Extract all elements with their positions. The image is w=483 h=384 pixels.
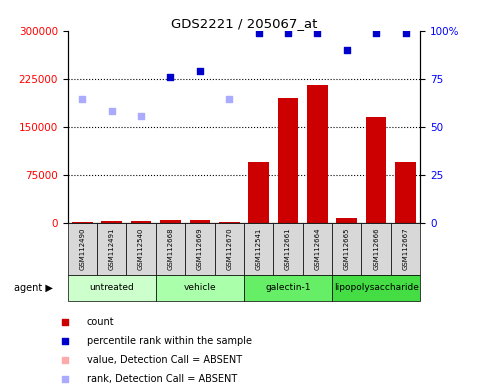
Bar bbox=[68, 223, 97, 275]
Text: untreated: untreated bbox=[89, 283, 134, 293]
Text: value, Detection Call = ABSENT: value, Detection Call = ABSENT bbox=[86, 355, 242, 365]
Bar bbox=[303, 223, 332, 275]
Bar bbox=[156, 275, 244, 301]
Bar bbox=[248, 162, 269, 223]
Title: GDS2221 / 205067_at: GDS2221 / 205067_at bbox=[170, 17, 317, 30]
Point bbox=[313, 30, 321, 36]
Bar bbox=[332, 223, 361, 275]
Bar bbox=[244, 223, 273, 275]
Bar bbox=[273, 223, 303, 275]
Text: GSM112490: GSM112490 bbox=[79, 227, 85, 270]
Point bbox=[108, 108, 115, 114]
Bar bbox=[72, 222, 93, 223]
Text: agent ▶: agent ▶ bbox=[14, 283, 53, 293]
Text: GSM112540: GSM112540 bbox=[138, 227, 144, 270]
Bar bbox=[189, 220, 210, 223]
Bar bbox=[391, 223, 420, 275]
Point bbox=[167, 74, 174, 80]
Text: GSM112661: GSM112661 bbox=[285, 227, 291, 270]
Text: GSM112667: GSM112667 bbox=[402, 227, 409, 270]
Bar bbox=[244, 275, 332, 301]
Point bbox=[255, 30, 262, 36]
Point bbox=[196, 68, 204, 74]
Bar bbox=[307, 85, 327, 223]
Text: percentile rank within the sample: percentile rank within the sample bbox=[86, 336, 252, 346]
Point bbox=[402, 30, 410, 36]
Bar bbox=[361, 223, 391, 275]
Bar bbox=[366, 117, 386, 223]
Point bbox=[284, 30, 292, 36]
Text: GSM112491: GSM112491 bbox=[109, 227, 114, 270]
Point bbox=[412, 161, 419, 167]
Bar bbox=[219, 222, 240, 223]
Text: GSM112669: GSM112669 bbox=[197, 227, 203, 270]
Bar bbox=[156, 223, 185, 275]
Point bbox=[137, 113, 145, 119]
Point bbox=[78, 96, 86, 102]
Bar bbox=[127, 223, 156, 275]
Bar bbox=[395, 162, 416, 223]
Text: vehicle: vehicle bbox=[184, 283, 216, 293]
Text: count: count bbox=[86, 317, 114, 327]
Bar bbox=[160, 220, 181, 223]
Text: GSM112670: GSM112670 bbox=[226, 227, 232, 270]
Bar bbox=[185, 223, 214, 275]
Point bbox=[226, 96, 233, 102]
Bar bbox=[101, 222, 122, 223]
Bar bbox=[131, 221, 151, 223]
Bar bbox=[68, 275, 156, 301]
Bar bbox=[337, 218, 357, 223]
Text: GSM112541: GSM112541 bbox=[256, 227, 262, 270]
Text: GSM112664: GSM112664 bbox=[314, 227, 320, 270]
Text: rank, Detection Call = ABSENT: rank, Detection Call = ABSENT bbox=[86, 374, 237, 384]
Bar bbox=[214, 223, 244, 275]
Bar bbox=[278, 98, 298, 223]
Text: GSM112666: GSM112666 bbox=[373, 227, 379, 270]
Point bbox=[412, 335, 419, 341]
Bar bbox=[332, 275, 420, 301]
Text: galectin-1: galectin-1 bbox=[265, 283, 311, 293]
Text: GSM112668: GSM112668 bbox=[168, 227, 173, 270]
Text: GSM112665: GSM112665 bbox=[344, 227, 350, 270]
Point bbox=[343, 47, 351, 53]
Bar bbox=[97, 223, 127, 275]
Text: lipopolysaccharide: lipopolysaccharide bbox=[334, 283, 419, 293]
Point bbox=[372, 30, 380, 36]
